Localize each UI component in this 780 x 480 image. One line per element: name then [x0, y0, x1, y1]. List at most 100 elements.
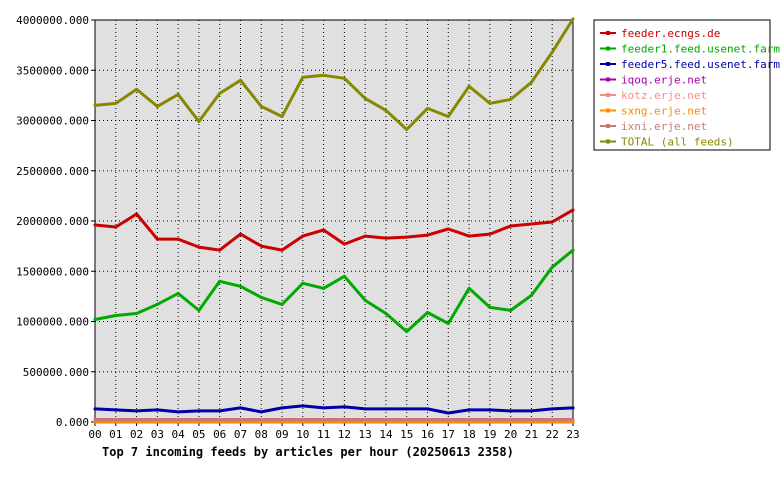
- x-tick-label: 15: [400, 428, 413, 441]
- x-tick-label: 00: [88, 428, 101, 441]
- series-point-7: [529, 80, 533, 84]
- x-tick-label: 12: [338, 428, 351, 441]
- series-point-1: [509, 308, 513, 312]
- series-point-6: [197, 417, 201, 421]
- x-axis-ticks: 00 01 02 03 04 05 06 07 08 09 10 11 12 13 14 15 16 17 18 19…: [88, 422, 580, 441]
- series-lines: [93, 17, 575, 424]
- series-point-1: [529, 293, 533, 297]
- series-point-7: [155, 104, 159, 108]
- series-point-7: [322, 73, 326, 77]
- x-tick-label: 16: [421, 428, 434, 441]
- series-point-5: [384, 420, 388, 424]
- series-point-5: [301, 420, 305, 424]
- series-point-2: [259, 410, 263, 414]
- series-point-2: [322, 406, 326, 410]
- x-tick-label: 13: [359, 428, 372, 441]
- series-point-1: [135, 311, 139, 315]
- series-point-7: [301, 75, 305, 79]
- series-point-6: [384, 417, 388, 421]
- x-tick-label: 05: [192, 428, 205, 441]
- series-point-1: [488, 305, 492, 309]
- series-point-1: [426, 310, 430, 314]
- series-point-7: [509, 97, 513, 101]
- series-point-1: [322, 286, 326, 290]
- x-tick-label: 03: [151, 428, 164, 441]
- series-point-6: [363, 417, 367, 421]
- series-point-6: [571, 417, 575, 421]
- series-point-0: [426, 233, 430, 237]
- series-line-7: [93, 17, 575, 131]
- series-point-6: [529, 417, 533, 421]
- series-point-1: [93, 317, 97, 321]
- series-point-1: [571, 248, 575, 252]
- series-point-6: [342, 417, 346, 421]
- legend-marker: [606, 31, 610, 35]
- series-point-1: [280, 302, 284, 306]
- x-tick-label: 04: [172, 428, 186, 441]
- series-point-7: [197, 120, 201, 124]
- series-point-5: [467, 420, 471, 424]
- x-tick-label: 08: [255, 428, 268, 441]
- series-point-7: [135, 87, 139, 91]
- x-tick-label: 06: [213, 428, 226, 441]
- series-point-6: [509, 417, 513, 421]
- series-point-0: [446, 227, 450, 231]
- series-point-7: [93, 103, 97, 107]
- series-point-6: [405, 417, 409, 421]
- series-point-5: [322, 420, 326, 424]
- series-point-5: [571, 420, 575, 424]
- y-tick-label: 3500000.000: [16, 64, 89, 77]
- series-point-1: [301, 281, 305, 285]
- x-tick-label: 11: [317, 428, 330, 441]
- series-point-1: [176, 291, 180, 295]
- series-point-6: [322, 417, 326, 421]
- x-tick-label: 01: [109, 428, 122, 441]
- x-tick-label: 18: [462, 428, 475, 441]
- series-point-0: [135, 212, 139, 216]
- series-point-6: [218, 417, 222, 421]
- series-point-1: [405, 330, 409, 334]
- series-point-6: [467, 417, 471, 421]
- series-point-2: [384, 407, 388, 411]
- series-point-5: [259, 420, 263, 424]
- y-tick-label: 1000000.000: [16, 316, 89, 329]
- series-point-7: [550, 50, 554, 54]
- legend: feeder.ecngs.de feeder1.feed.usenet.farm f…: [600, 27, 780, 149]
- series-point-2: [467, 408, 471, 412]
- series-point-1: [446, 322, 450, 326]
- legend-label: feeder5.feed.usenet.farm: [621, 58, 780, 71]
- series-point-1: [363, 298, 367, 302]
- series-point-6: [135, 417, 139, 421]
- legend-label: ixni.erje.net: [621, 120, 707, 133]
- series-point-0: [197, 245, 201, 249]
- series-point-5: [405, 420, 409, 424]
- series-point-2: [550, 407, 554, 411]
- series-point-2: [218, 409, 222, 413]
- series-point-0: [363, 234, 367, 238]
- series-point-5: [197, 420, 201, 424]
- y-axis-ticks: 0.000 500000.000 1000000.000 1500000.000 200…: [16, 14, 95, 429]
- series-point-2: [446, 411, 450, 415]
- series-point-2: [301, 404, 305, 408]
- x-tick-label: 23: [566, 428, 579, 441]
- series-point-2: [197, 409, 201, 413]
- y-tick-label: 0.000: [56, 416, 89, 429]
- series-point-2: [363, 407, 367, 411]
- series-point-1: [342, 274, 346, 278]
- series-point-6: [176, 417, 180, 421]
- series-point-1: [467, 286, 471, 290]
- x-tick-label: 07: [234, 428, 247, 441]
- series-point-7: [238, 78, 242, 82]
- series-point-5: [488, 420, 492, 424]
- series-point-1: [155, 302, 159, 306]
- series-point-7: [114, 101, 118, 105]
- y-tick-label: 500000.000: [23, 366, 89, 379]
- series-point-2: [488, 408, 492, 412]
- series-point-0: [384, 236, 388, 240]
- series-point-7: [259, 104, 263, 108]
- series-point-5: [114, 420, 118, 424]
- series-point-1: [114, 313, 118, 317]
- legend-box: [593, 19, 771, 151]
- series-point-6: [238, 417, 242, 421]
